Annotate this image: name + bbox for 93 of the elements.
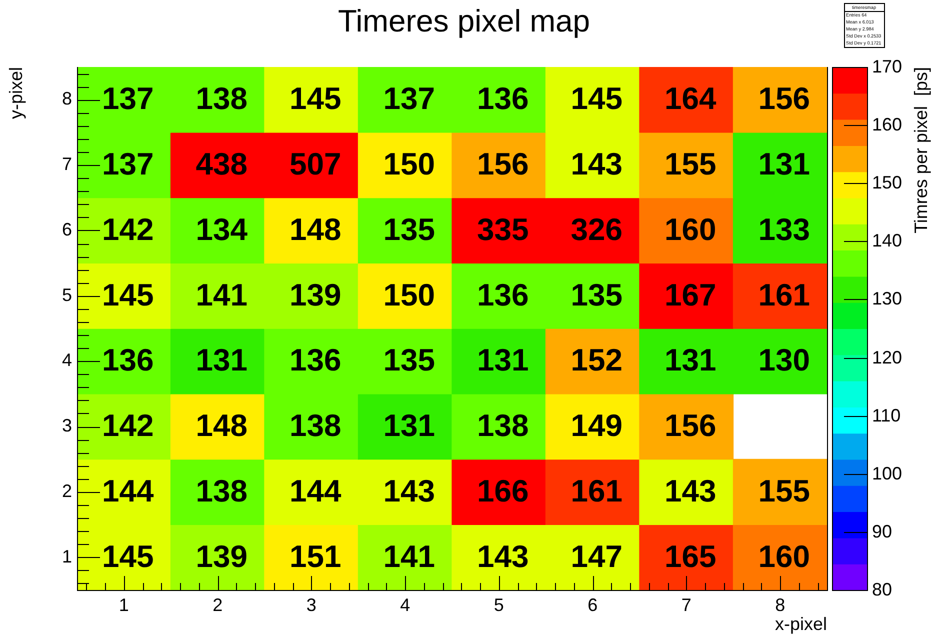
y-tick-label: 1 [62,546,72,566]
color-bar-label: 110 [872,405,901,426]
data-label: 137 [383,81,435,116]
data-label: 144 [102,473,154,508]
data-label: 156 [758,81,810,116]
data-label: 136 [477,81,529,116]
data-label: 141 [383,538,435,574]
color-bar-label: 90 [872,521,892,542]
y-tick-label: 6 [62,219,72,240]
data-label: 165 [664,538,716,574]
color-bar-label: 120 [872,347,902,368]
data-label: 507 [290,146,342,182]
data-label: 130 [758,342,810,378]
data-label: 135 [570,277,622,312]
data-label: 143 [477,538,529,574]
data-label: 131 [196,342,248,378]
data-label: 142 [102,212,154,247]
data-label: 167 [664,277,716,312]
x-tick-label: 2 [212,594,223,615]
color-bar-label: 150 [872,172,902,192]
data-label: 139 [290,277,342,312]
y-tick-label: 2 [62,480,72,501]
color-bar-title: Timres per pixel [ps] [910,67,931,234]
x-tick-label: 4 [400,594,410,615]
data-label: 138 [196,81,248,116]
data-label: 136 [290,342,342,378]
data-label: 136 [102,342,154,378]
data-label: 135 [383,342,435,378]
data-label: 143 [570,146,622,182]
data-label: 137 [102,81,154,116]
y-axis-title: y-pixel [6,67,26,120]
data-label: 438 [196,146,248,182]
data-label: 150 [383,277,435,312]
x-axis-title: x-pixel [774,614,827,634]
data-label: 144 [290,473,342,508]
data-label: 335 [477,212,529,247]
data-label: 145 [102,538,154,574]
data-label: 143 [383,473,435,508]
x-tick-label: 1 [118,594,129,615]
color-bar-label: 80 [872,579,892,600]
data-label: 137 [102,146,154,182]
data-label: 145 [570,81,622,116]
y-tick-label: 8 [62,88,72,109]
data-label: 160 [664,212,716,247]
data-label: 139 [196,538,248,574]
data-label: 147 [570,538,622,574]
data-label: 143 [664,473,716,508]
data-label: 131 [758,146,810,182]
x-tick-label: 7 [681,594,692,615]
data-label: 138 [477,408,529,444]
data-label: 134 [196,212,248,247]
data-label: 145 [102,277,154,312]
x-tick-label: 3 [306,594,316,615]
data-label: 152 [570,342,622,378]
data-label: 138 [290,408,342,444]
data-label: 160 [758,538,810,574]
data-label: 155 [758,473,810,508]
data-label: 164 [664,81,717,116]
color-bar-label: 140 [872,230,902,250]
data-label: 148 [290,212,342,247]
x-tick-label: 6 [588,594,598,615]
data-label: 135 [383,212,435,247]
data-label: 151 [290,538,342,574]
data-label: 131 [664,342,716,378]
color-bar-label: 100 [872,463,902,484]
data-label: 138 [196,473,248,508]
data-label: 326 [570,212,622,247]
color-bar-label: 160 [872,114,902,134]
data-label: 142 [102,408,154,444]
data-label: 131 [383,408,435,444]
data-label: 136 [477,277,529,312]
data-label: 156 [664,408,716,444]
data-label: 156 [477,146,529,182]
y-tick-label: 3 [62,416,72,436]
chart-title: Timeres pixel map [338,4,590,39]
color-bar-label: 170 [872,56,902,76]
y-tick-label: 4 [62,350,72,370]
x-tick-label: 5 [494,594,504,615]
y-tick-label: 7 [62,154,72,174]
data-label: 133 [758,212,810,247]
x-tick-label: 8 [775,594,786,615]
data-label: 131 [477,342,529,378]
data-label: 166 [477,473,529,508]
data-label: 149 [570,408,622,444]
data-label: 145 [290,81,342,116]
color-bar-label: 130 [872,288,902,308]
y-tick-label: 5 [62,284,72,305]
data-label: 148 [196,408,248,444]
data-label: 161 [570,473,622,508]
data-label: 150 [383,146,435,182]
data-label: 161 [758,277,810,312]
data-label: 141 [196,277,248,312]
data-label: 155 [664,146,716,182]
